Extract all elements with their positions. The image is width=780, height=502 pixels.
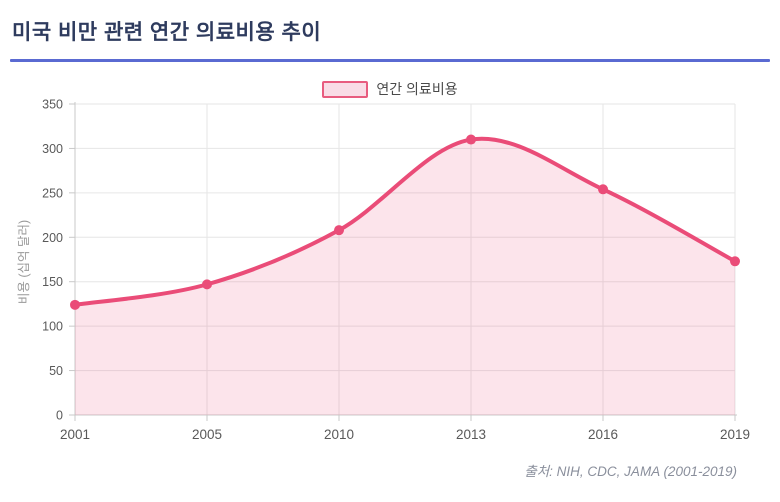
x-tick-label: 2016 [588,427,618,442]
area-fill [75,138,735,415]
y-tick-label: 250 [42,186,63,200]
y-tick-labels: 0 50 100 150 200 250 300 350 [42,98,63,423]
y-axis-title: 비용 (십억 달러) [17,220,31,304]
y-tick-label: 100 [42,320,63,334]
page-title: 미국 비만 관련 연간 의료비용 추이 [12,21,322,44]
y-tick-label: 0 [56,409,63,423]
y-tick-label: 300 [42,142,63,156]
x-tick-label: 2001 [60,427,90,442]
legend-label: 연간 의료비용 [376,81,458,97]
y-tick-label: 150 [42,275,63,289]
legend: 연간 의료비용 [0,80,780,98]
trend-line [73,136,737,307]
y-tick-label: 200 [42,231,63,245]
title-divider [10,59,770,62]
data-point-2005 [202,279,212,290]
data-point-2013 [466,134,476,145]
data-point-2010 [334,225,344,236]
data-points [70,134,740,310]
legend-swatch [322,80,369,98]
x-tick-label: 2019 [720,427,750,442]
axes [69,102,737,421]
data-point-2016 [598,184,608,195]
x-tick-label: 2005 [192,427,222,442]
y-tick-label: 50 [49,364,63,378]
x-tick-label: 2010 [324,427,354,442]
data-point-2001 [70,299,80,310]
x-tick-labels: 2001 2005 2010 2013 2016 2019 [60,427,750,442]
x-tick-label: 2013 [456,427,486,442]
y-tick-label: 350 [42,98,63,112]
data-point-2019 [730,256,740,267]
gridlines [75,103,736,415]
source-citation: 출처: NIH, CDC, JAMA (2001-2019) [524,464,737,479]
